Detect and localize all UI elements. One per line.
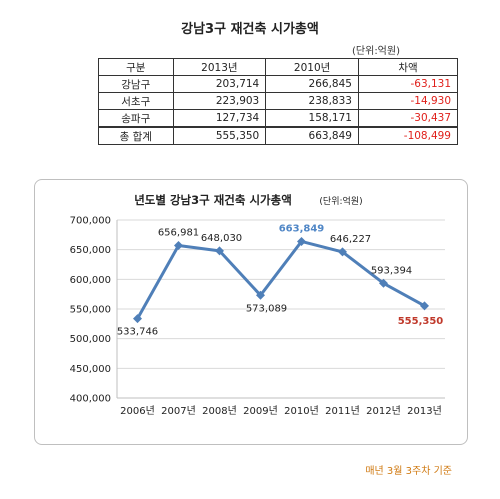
table-row-total: 총 합계 555,350 663,849 -108,499 [98, 126, 459, 145]
row-value-2010: 663,849 [265, 126, 359, 145]
line-chart: 년도별 강남3구 재건축 시가총액 (단위:억원) 400,000 450,000… [70, 193, 445, 417]
data-label: 648,030 [201, 233, 242, 244]
data-label: 573,089 [246, 303, 287, 314]
table-header-row: 구분 2013년 2010년 차액 [98, 58, 459, 76]
x-tick-label: 2010년 [284, 405, 319, 417]
y-tick-label: 400,000 [70, 394, 111, 405]
chart-title-unit: (단위:억원) [319, 195, 362, 207]
row-label: 서초구 [98, 92, 174, 110]
x-tick-label: 2012년 [366, 405, 401, 417]
x-tick-label: 2007년 [161, 405, 196, 417]
row-label: 강남구 [98, 75, 174, 93]
y-tick-label: 500,000 [70, 334, 111, 345]
header-category: 구분 [98, 58, 174, 76]
row-value-2013: 127,734 [172, 109, 267, 128]
data-label: 663,849 [279, 223, 325, 234]
chart-title-main: 년도별 강남3구 재건축 시가총액 [134, 193, 292, 207]
y-tick-label: 650,000 [70, 245, 111, 256]
data-label: 533,746 [117, 327, 158, 338]
data-point [256, 290, 265, 300]
header-diff: 차액 [357, 58, 459, 76]
row-label: 송파구 [98, 109, 174, 128]
x-tick-label: 2011년 [325, 405, 360, 417]
data-point [133, 314, 142, 324]
data-point [215, 246, 224, 256]
data-point [420, 301, 429, 311]
y-tick-label: 550,000 [70, 305, 111, 316]
x-tick-label: 2013년 [407, 405, 442, 417]
row-value-2010: 266,845 [265, 75, 359, 93]
chart-title: 년도별 강남3구 재건축 시가총액 [134, 193, 292, 207]
table-row: 송파구 127,734 158,171 -30,437 [98, 109, 459, 128]
row-diff: -108,499 [357, 126, 459, 145]
row-value-2010: 238,833 [265, 92, 359, 110]
page-title: 강남3구 재건축 시가총액 [181, 22, 319, 37]
header-2010: 2010년 [265, 58, 359, 76]
y-tick-label: 600,000 [70, 275, 111, 286]
data-point [297, 236, 306, 246]
summary-table: 구분 2013년 2010년 차액 강남구 203,714 266,845 -6… [98, 58, 459, 145]
x-tick-label: 2006년 [120, 405, 155, 417]
data-label: 593,394 [371, 265, 412, 276]
data-label: 656,981 [158, 228, 199, 239]
chart-panel: 년도별 강남3구 재건축 시가총액 (단위:억원) 400,000 450,000… [34, 179, 468, 445]
row-value-2013: 203,714 [172, 75, 267, 93]
table-row: 서초구 223,903 238,833 -14,930 [98, 92, 459, 110]
table-row: 강남구 203,714 266,845 -63,131 [98, 75, 459, 93]
row-value-2013: 555,350 [172, 126, 267, 145]
data-label: 646,227 [330, 234, 371, 245]
row-value-2010: 158,171 [265, 109, 359, 128]
x-tick-label: 2008년 [202, 405, 237, 417]
series-line [136, 239, 426, 320]
y-tick-label: 450,000 [70, 364, 111, 375]
row-label: 총 합계 [98, 126, 174, 145]
data-point [379, 278, 388, 288]
x-tick-label: 2009년 [243, 405, 278, 417]
row-diff: -30,437 [357, 109, 459, 128]
unit-label: (단위:억원) [352, 46, 400, 57]
row-diff: -14,930 [357, 92, 459, 110]
data-label: 555,350 [398, 316, 444, 327]
data-point [338, 247, 347, 257]
y-tick-label: 700,000 [70, 216, 111, 227]
header-2013: 2013년 [172, 58, 267, 76]
footnote: 매년 3월 3주차 기준 [365, 466, 452, 477]
data-point [174, 241, 183, 251]
row-diff: -63,131 [357, 75, 459, 93]
row-value-2013: 223,903 [172, 92, 267, 110]
